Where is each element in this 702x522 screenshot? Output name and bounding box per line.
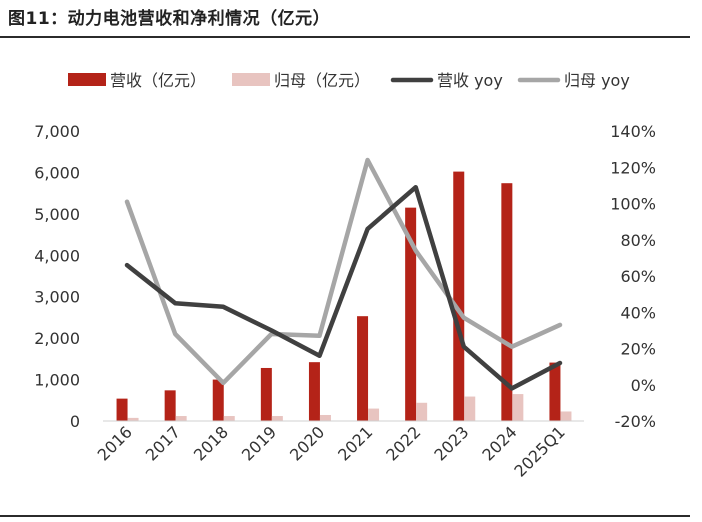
y-tick-label-right: -20%	[615, 412, 656, 431]
y-tick-label-right: 80%	[620, 231, 656, 250]
y-tick-label-left: 3,000	[34, 288, 80, 307]
net-profit-bar	[512, 394, 524, 421]
legend-label: 归母（亿元）	[274, 71, 370, 90]
revenue-bar	[116, 398, 128, 421]
x-tick-label: 2021	[334, 422, 376, 464]
net-profit-bar	[560, 411, 572, 421]
legend-label: 营收（亿元）	[110, 71, 206, 90]
net-profit-bar	[175, 416, 187, 421]
y-tick-label-right: 20%	[620, 340, 656, 359]
x-axis: 2016 2017 2018 2019 2020 2021 2022 2023 20242025…	[94, 422, 569, 480]
net-profit-bar	[319, 414, 331, 421]
y-tick-label-right: 100%	[610, 195, 656, 214]
legend: 营收（亿元） 归母（亿元） 营收 yoy 归母 yoy	[68, 71, 630, 90]
x-tick-label: 2016	[94, 422, 136, 464]
y-tick-label-right: 40%	[620, 303, 656, 322]
legend-swatch	[232, 73, 270, 86]
net-profit-bar	[127, 417, 139, 421]
x-tick-label: 2023	[430, 422, 472, 464]
legend-swatch	[68, 73, 106, 86]
net-profit-yoy-line	[124, 157, 563, 386]
legend-item-net-profit-yoy: 归母 yoy	[517, 71, 630, 90]
x-tick-label: 2022	[382, 422, 424, 464]
y-tick-label-left: 0	[70, 412, 80, 431]
legend-label: 归母 yoy	[564, 71, 630, 90]
revenue-yoy-line	[124, 184, 563, 391]
figure-title: 图11：动力电池营收和净利情况（亿元）	[8, 9, 331, 29]
y-tick-label-left: 1,000	[34, 371, 80, 390]
y-tick-label-right: 120%	[610, 158, 656, 177]
x-tick-label: 2019	[238, 422, 280, 464]
top-divider	[0, 36, 690, 38]
y-tick-label-left: 7,000	[34, 122, 80, 141]
legend-item-revenue: 营收（亿元）	[68, 71, 206, 90]
y-tick-label-right: 140%	[610, 122, 656, 141]
y-axis-right: -20% 0% 20% 40% 60% 80% 100% 120% 140%	[610, 122, 656, 431]
bottom-divider	[0, 515, 690, 517]
legend-label: 营收 yoy	[437, 71, 503, 90]
x-tick-label: 2020	[286, 422, 328, 464]
y-axis-left: 0 1,000 2,000 3,000 4,000 5,000 6,000 7,000	[34, 122, 80, 431]
revenue-bar	[164, 390, 176, 421]
x-tick-label: 2017	[142, 422, 184, 464]
revenue-bar	[260, 367, 272, 421]
net-profit-bar	[368, 408, 380, 421]
revenue-bar	[453, 171, 465, 421]
legend-item-revenue-yoy: 营收 yoy	[390, 71, 503, 90]
legend-item-net-profit: 归母（亿元）	[232, 71, 370, 90]
line-series	[124, 157, 563, 391]
net-profit-bar	[271, 416, 283, 421]
y-tick-label-right: 60%	[620, 267, 656, 286]
x-tick-label: 2024	[478, 422, 520, 464]
x-tick-label: 2018	[190, 422, 232, 464]
bar-series	[116, 171, 572, 421]
revenue-bar	[357, 316, 369, 421]
y-tick-label-left: 2,000	[34, 329, 80, 348]
revenue-bar	[308, 362, 320, 421]
y-tick-label-left: 4,000	[34, 246, 80, 265]
net-profit-bar	[464, 396, 476, 421]
y-tick-label-left: 6,000	[34, 163, 80, 182]
revenue-bar	[549, 362, 561, 421]
revenue-bar	[405, 207, 417, 421]
net-profit-bar	[223, 416, 235, 421]
y-tick-label-right: 0%	[631, 376, 656, 395]
net-profit-bar	[416, 402, 428, 421]
revenue-bar	[212, 379, 224, 421]
x-tick-label: 2025Q1	[510, 422, 568, 480]
revenue-bar	[501, 183, 513, 421]
y-tick-label-left: 5,000	[34, 205, 80, 224]
